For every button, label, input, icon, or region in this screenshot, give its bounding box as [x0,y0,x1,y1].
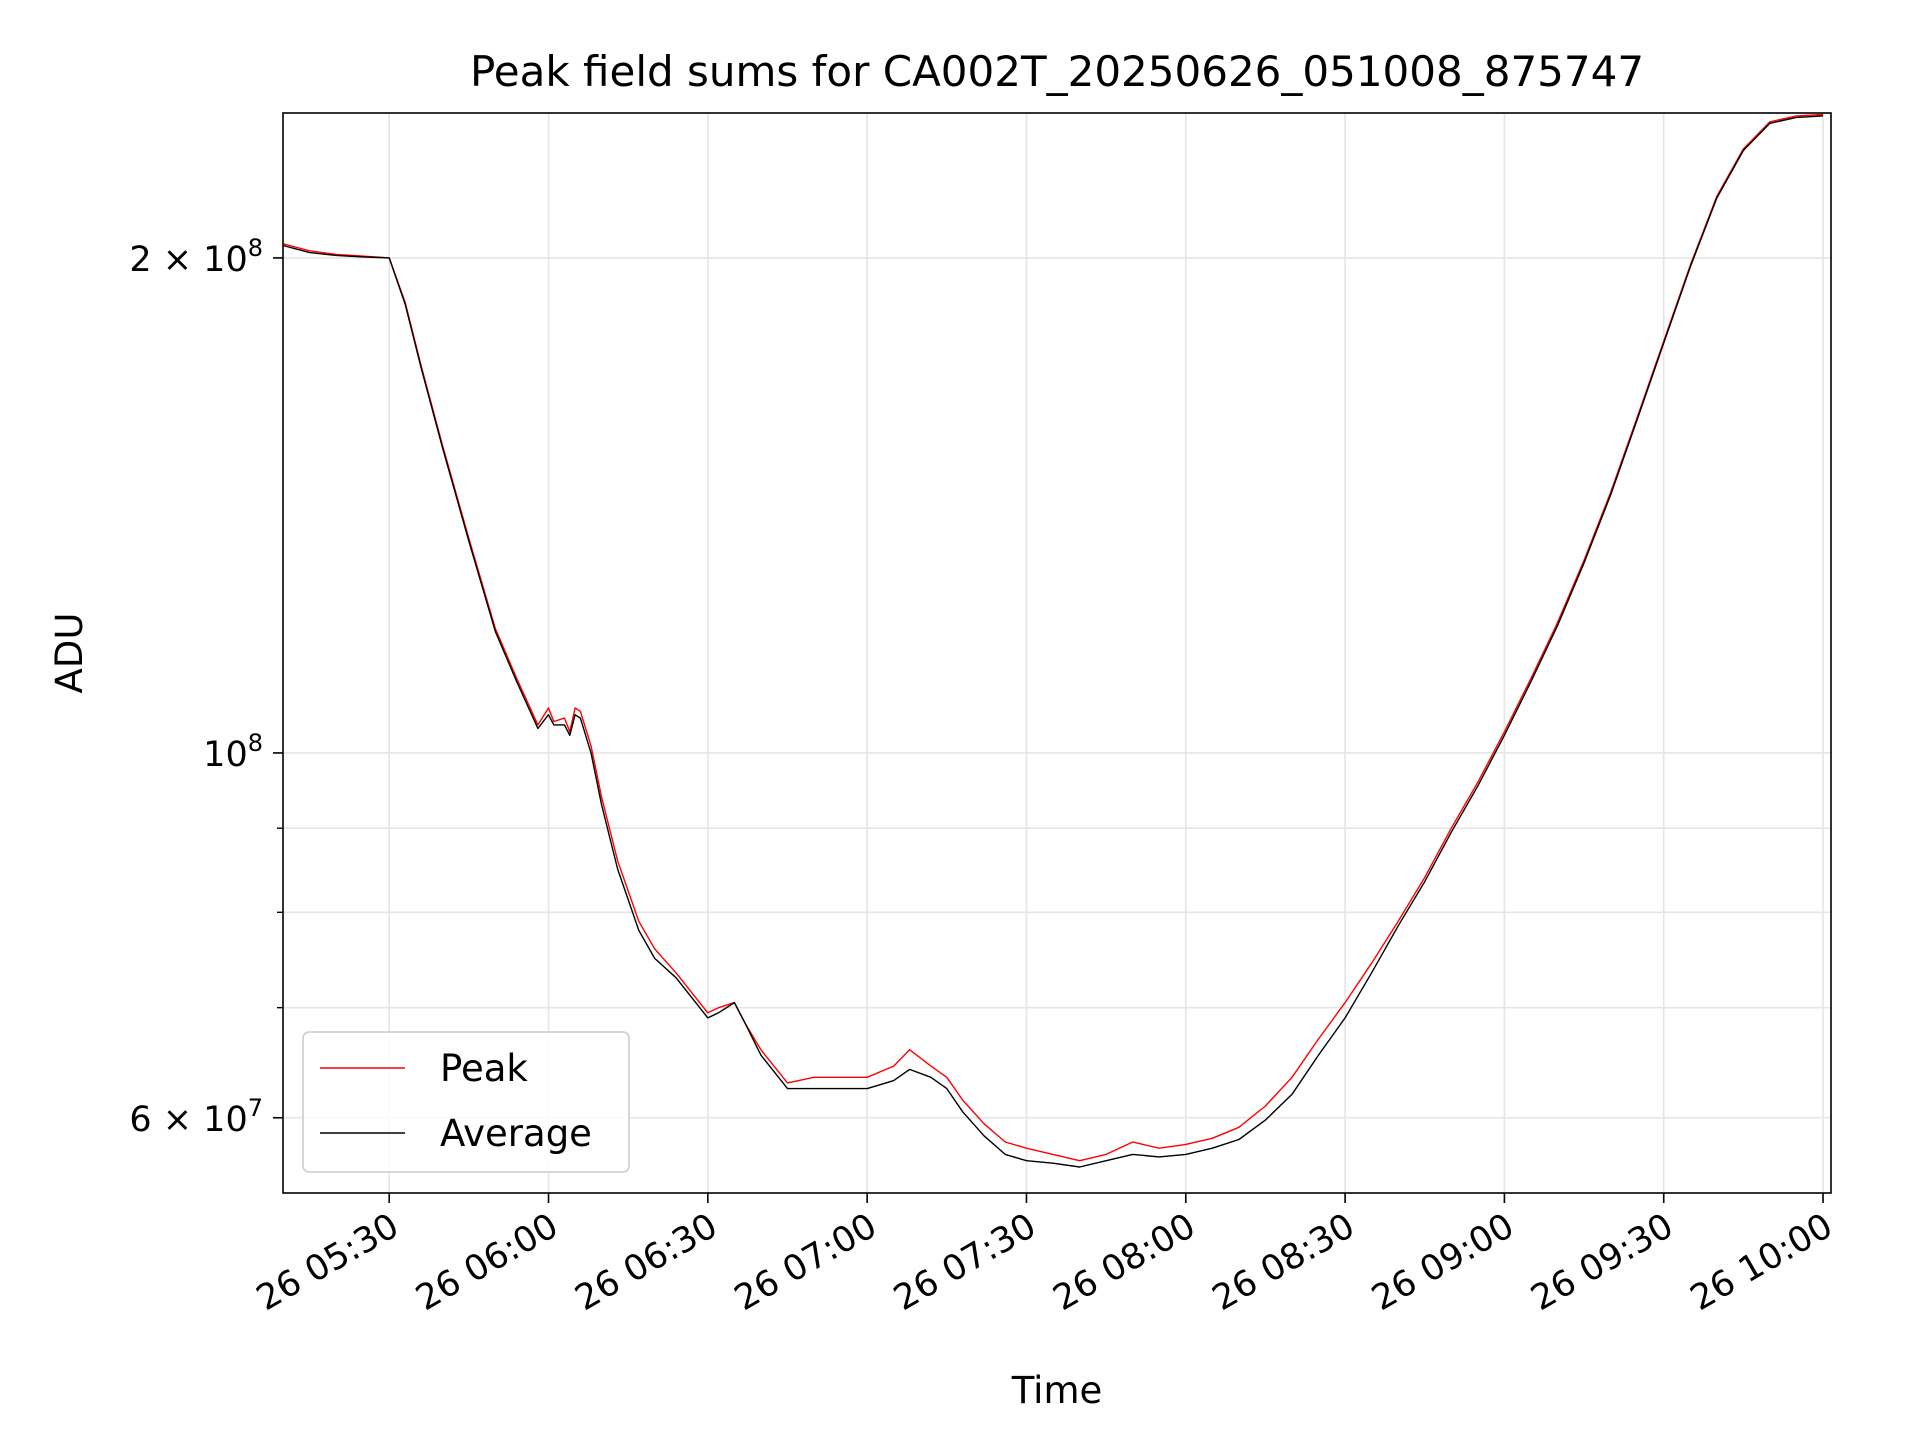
x-axis-label: Time [1011,1369,1103,1412]
y-tick-label: 2 × 108 [129,234,263,280]
series-line-peak [282,113,1824,1162]
legend-box [302,1031,630,1173]
y-tick-label: 6 × 107 [129,1094,263,1140]
legend: Peak Average [302,1031,630,1173]
chart-title: Peak field sums for CA002T_20250626_0510… [470,47,1644,96]
series-line-average [282,115,1824,1168]
legend-label-average: Average [440,1112,592,1155]
series-layer [282,113,1824,1168]
y-axis: 6 × 107 108 2 × 108 [129,234,283,1140]
y-axis-label: ADU [48,613,91,694]
plot-frame [282,112,1832,1194]
legend-label-peak: Peak [440,1047,528,1090]
y-tick-label: 108 [203,729,263,775]
grid-lines [283,113,1831,1193]
